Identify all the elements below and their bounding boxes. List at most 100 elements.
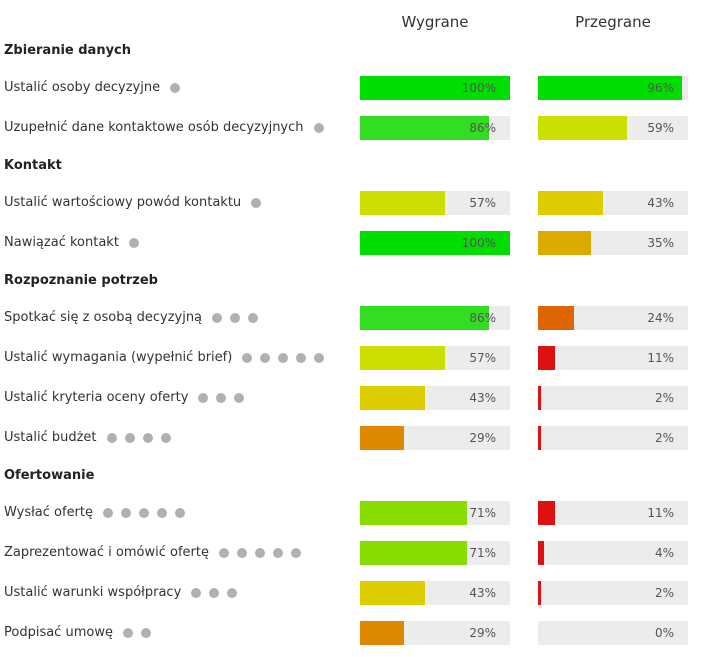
won-progress-fill (360, 346, 445, 370)
step-dot-icon[interactable] (218, 548, 229, 558)
won-progress-fill (360, 621, 404, 645)
stage-label-group: Nawiązać kontakt (4, 230, 143, 256)
step-dot-icon[interactable] (251, 198, 262, 208)
lost-percentage: 2% (654, 431, 674, 445)
step-dot-icon[interactable] (313, 123, 324, 133)
step-dot-icon[interactable] (139, 508, 150, 518)
lost-progress-fill (538, 581, 541, 605)
step-dots (187, 588, 241, 598)
step-dot-icon[interactable] (230, 313, 241, 323)
lost-progress-bar: 59% (538, 116, 688, 140)
step-dot-icon[interactable] (124, 433, 135, 443)
step-dot-icon[interactable] (175, 508, 186, 518)
won-percentage: 57% (469, 351, 496, 365)
step-dot-icon[interactable] (103, 508, 114, 518)
lost-percentage: 0% (654, 626, 674, 640)
won-percentage: 43% (469, 586, 496, 600)
stage-row: Ustalić osoby decyzyjne 100% 96% (0, 75, 703, 101)
won-progress-bar: 29% (360, 426, 510, 450)
step-dot-icon[interactable] (209, 588, 220, 598)
lost-progress-bar: 11% (538, 346, 688, 370)
step-dot-icon[interactable] (248, 313, 259, 323)
step-dot-icon[interactable] (142, 433, 153, 443)
lost-progress-fill (538, 191, 603, 215)
won-progress-bar: 71% (360, 541, 510, 565)
stage-row: Ustalić warunki współpracy 43% 2% (0, 580, 703, 606)
stage-label: Ustalić wymagania (wypełnić brief) (4, 350, 233, 365)
step-dot-icon[interactable] (106, 433, 117, 443)
step-dots (194, 393, 248, 403)
lost-progress-fill (538, 306, 574, 330)
step-dot-icon[interactable] (160, 433, 171, 443)
stage-label: Podpisać umowę (4, 625, 113, 640)
step-dot-icon[interactable] (236, 548, 247, 558)
lost-progress-fill (538, 426, 541, 450)
stage-label-group: Wysłać ofertę (4, 500, 189, 526)
stage-label: Spotkać się z osobą decyzyjną (4, 310, 203, 325)
step-dot-icon[interactable] (191, 588, 202, 598)
won-percentage: 29% (469, 626, 496, 640)
stage-label: Wysłać ofertę (4, 505, 94, 520)
step-dot-icon[interactable] (212, 313, 223, 323)
stage-label: Ustalić wartościowy powód kontaktu (4, 195, 242, 210)
won-percentage: 100% (461, 236, 496, 250)
step-dot-icon[interactable] (260, 353, 271, 363)
won-progress-bar: 57% (360, 191, 510, 215)
stage-label-group: Ustalić osoby decyzyjne (4, 75, 184, 101)
stage-label-group: Ustalić wartościowy powód kontaktu (4, 190, 265, 216)
won-progress-bar: 57% (360, 346, 510, 370)
step-dot-icon[interactable] (272, 548, 283, 558)
step-dots (119, 628, 155, 638)
step-dot-icon[interactable] (254, 548, 265, 558)
step-dot-icon[interactable] (227, 588, 238, 598)
step-dot-icon[interactable] (122, 628, 133, 638)
lost-progress-fill (538, 231, 591, 255)
step-dot-icon[interactable] (314, 353, 325, 363)
step-dot-icon[interactable] (216, 393, 227, 403)
step-dot-icon[interactable] (198, 393, 209, 403)
column-header-lost: Przegrane (575, 13, 651, 31)
lost-progress-fill (538, 501, 555, 525)
won-percentage: 100% (461, 81, 496, 95)
won-progress-fill (360, 426, 404, 450)
stage-label: Nawiązać kontakt (4, 235, 119, 250)
won-progress-fill (360, 386, 425, 410)
stage-row: Nawiązać kontakt 100% 35% (0, 230, 703, 256)
step-dot-icon[interactable] (128, 238, 139, 248)
stage-label: Zaprezentować i omówić ofertę (4, 545, 209, 560)
lost-percentage: 11% (647, 351, 674, 365)
lost-percentage: 96% (647, 81, 674, 95)
step-dots (215, 548, 305, 558)
lost-percentage: 2% (654, 586, 674, 600)
step-dot-icon[interactable] (234, 393, 245, 403)
step-dot-icon[interactable] (290, 548, 301, 558)
lost-percentage: 4% (654, 546, 674, 560)
lost-progress-bar: 35% (538, 231, 688, 255)
step-dot-icon[interactable] (121, 508, 132, 518)
step-dot-icon[interactable] (140, 628, 151, 638)
stage-label: Ustalić warunki współpracy (4, 585, 182, 600)
stage-label-group: Ustalić warunki współpracy (4, 580, 241, 606)
step-dot-icon[interactable] (170, 83, 181, 93)
won-percentage: 86% (469, 121, 496, 135)
won-progress-fill (360, 541, 467, 565)
stage-label: Ustalić kryteria oceny oferty (4, 390, 189, 405)
lost-progress-fill (538, 541, 544, 565)
stage-row: Podpisać umowę 29% 0% (0, 620, 703, 646)
step-dots (166, 83, 184, 93)
step-dot-icon[interactable] (157, 508, 168, 518)
lost-progress-bar: 2% (538, 581, 688, 605)
step-dot-icon[interactable] (278, 353, 289, 363)
stage-label: Ustalić osoby decyzyjne (4, 80, 161, 95)
lost-progress-fill (538, 386, 541, 410)
step-dot-icon[interactable] (296, 353, 307, 363)
stage-row: Ustalić budżet 29% 2% (0, 425, 703, 451)
won-progress-fill (360, 581, 425, 605)
stage-label-group: Uzupełnić dane kontaktowe osób decyzyjny… (4, 115, 328, 141)
lost-progress-bar: 24% (538, 306, 688, 330)
step-dot-icon[interactable] (242, 353, 253, 363)
lost-progress-bar: 2% (538, 426, 688, 450)
stage-label-group: Ustalić kryteria oceny oferty (4, 385, 248, 411)
stage-label: Ustalić budżet (4, 430, 97, 445)
step-dots (238, 353, 328, 363)
